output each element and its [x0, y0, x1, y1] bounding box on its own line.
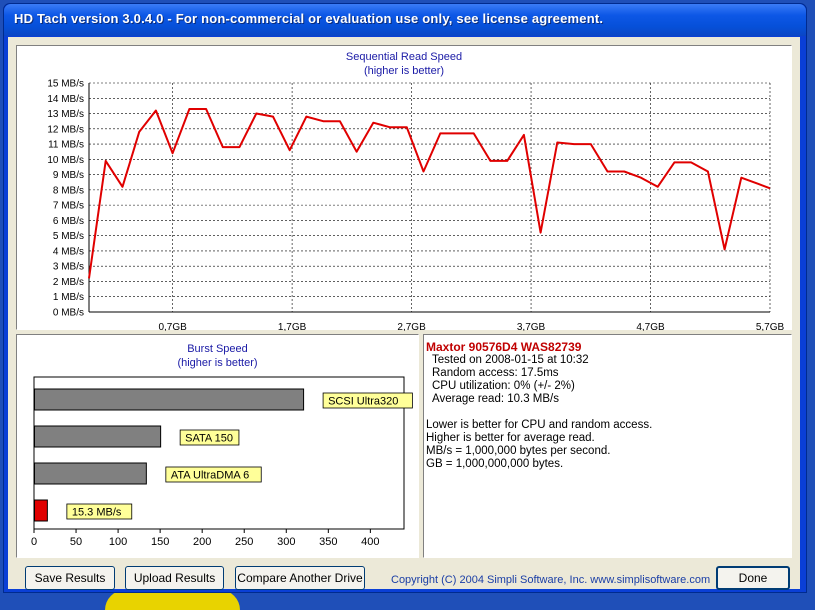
x-tick-label: 50: [70, 536, 82, 548]
note-gb-definition: GB = 1,000,000,000 bytes.: [426, 458, 564, 470]
y-tick-label: 12 MB/s: [47, 124, 84, 135]
x-tick-label: 200: [193, 536, 211, 548]
window-title: HD Tach version 3.0.4.0 - For non-commer…: [14, 11, 604, 26]
burst-bar-tested-drive: [34, 499, 48, 522]
cpu-utilization: CPU utilization: 0% (+/- 2%): [432, 380, 575, 392]
burst-bar-label: ATA UltraDMA 6: [171, 470, 249, 482]
x-tick-label: 0,7GB: [158, 322, 187, 331]
y-tick-label: 7 MB/s: [53, 201, 84, 212]
average-read: Average read: 10.3 MB/s: [432, 393, 559, 405]
client-area: Sequential Read Speed (higher is better)…: [8, 37, 800, 590]
x-tick-label: 0: [31, 536, 37, 548]
read-chart-title: Sequential Read Speed: [345, 51, 463, 63]
done-button[interactable]: Done: [716, 566, 790, 590]
burst-speed-chart: 0 50 100 150 200 250 300 350 400 SCSI Ultra320 SAT…: [31, 376, 413, 548]
title-bar[interactable]: HD Tach version 3.0.4.0 - For non-commer…: [4, 4, 806, 36]
x-tick-label: 4,7GB: [636, 322, 665, 331]
read-speed-line: [88, 108, 771, 279]
x-tick-label: 5,7GB: [756, 322, 785, 331]
burst-bar-label-box: [66, 503, 133, 520]
y-tick-label: 2 MB/s: [53, 277, 84, 288]
upload-results-button[interactable]: Upload Results: [125, 566, 224, 590]
burst-chart-title: Burst Speed: [187, 343, 248, 355]
x-tick-label: 300: [277, 536, 295, 548]
x-tick-label: 2,7GB: [397, 322, 426, 331]
tested-on: Tested on 2008-01-15 at 10:32: [432, 354, 589, 366]
burst-bar-label: SATA 150: [185, 433, 233, 445]
burst-bar-label-box: [179, 429, 240, 446]
y-tick-label: 0 MB/s: [53, 308, 84, 319]
y-tick-label: 15 MB/s: [47, 79, 84, 90]
note-lower-better: Lower is better for CPU and random acces…: [426, 419, 653, 431]
random-access: Random access: 17.5ms: [432, 367, 559, 379]
burst-bar-label: SCSI Ultra320: [328, 396, 398, 408]
y-tick-label: 4 MB/s: [53, 246, 84, 257]
sequential-read-panel: Sequential Read Speed (higher is better)…: [16, 45, 792, 332]
x-tick-label: 250: [235, 536, 253, 548]
y-tick-label: 5 MB/s: [53, 231, 84, 242]
x-tick-label: 1,7GB: [278, 322, 307, 331]
desktop-background-shape: [105, 590, 240, 610]
burst-chart-subtitle: (higher is better): [177, 357, 258, 369]
save-results-button[interactable]: Save Results: [25, 566, 115, 590]
burst-speed-panel: Burst Speed (higher is better) 0 50 100 150…: [16, 334, 419, 558]
y-tick-label: 3 MB/s: [53, 262, 84, 273]
copyright-text: Copyright (C) 2004 Simpli Software, Inc.…: [391, 574, 711, 586]
burst-bar-label-box: [165, 466, 262, 483]
burst-plot-frame: [33, 376, 405, 530]
x-tick-label: 100: [109, 536, 127, 548]
y-tick-label: 10 MB/s: [47, 155, 84, 166]
x-tick-label: 150: [151, 536, 169, 548]
x-tick-label: 3,7GB: [517, 322, 546, 331]
drive-info-panel: Maxtor 90576D4 WAS82739 Tested on 2008-0…: [423, 334, 792, 558]
compare-another-drive-button[interactable]: Compare Another Drive: [235, 566, 365, 590]
burst-bar-reference: [34, 425, 162, 448]
read-chart-subtitle: (higher is better): [363, 65, 445, 77]
burst-bar-reference: [34, 462, 147, 485]
y-tick-label: 11 MB/s: [48, 140, 84, 151]
y-tick-label: 8 MB/s: [53, 185, 84, 196]
burst-bar-label-box: [322, 392, 413, 409]
drive-name: Maxtor 90576D4 WAS82739: [426, 340, 582, 354]
y-tick-label: 13 MB/s: [47, 109, 84, 120]
note-higher-better: Higher is better for average read.: [426, 432, 595, 444]
burst-bar-reference: [34, 388, 305, 411]
x-tick-label: 350: [319, 536, 337, 548]
y-tick-label: 14 MB/s: [47, 94, 84, 105]
y-tick-label: 1 MB/s: [53, 292, 84, 303]
note-mbs-definition: MB/s = 1,000,000 bytes per second.: [426, 445, 611, 457]
sequential-read-chart: 0 MB/s 1 MB/s 2 MB/s 3 MB/s 4 MB/s 5 MB/s 6 MB…: [47, 79, 785, 332]
y-tick-label: 9 MB/s: [53, 170, 84, 181]
burst-bar-label: 15.3 MB/s: [72, 507, 122, 519]
app-window: HD Tach version 3.0.4.0 - For non-commer…: [3, 3, 807, 593]
y-tick-label: 6 MB/s: [53, 216, 84, 227]
x-tick-label: 400: [361, 536, 379, 548]
